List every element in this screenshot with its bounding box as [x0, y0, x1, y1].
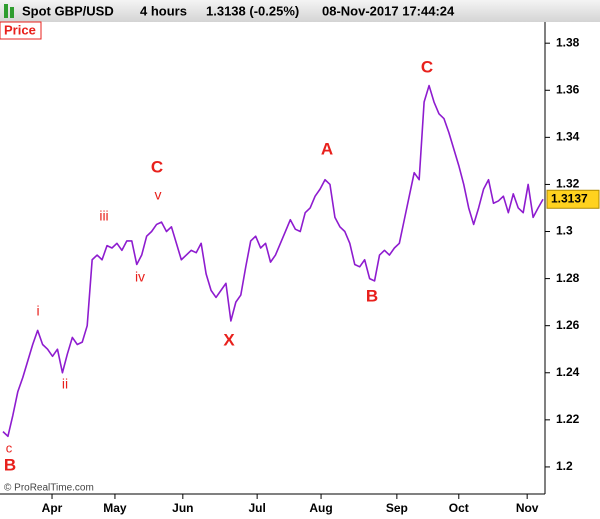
y-tick-label: 1.3	[556, 224, 573, 238]
y-tick-label: 1.34	[556, 130, 580, 144]
x-tick-label: Oct	[449, 501, 469, 515]
y-tick-label: 1.24	[556, 365, 580, 379]
x-tick-label: Aug	[309, 501, 332, 515]
wave-label: A	[321, 139, 333, 158]
timestamp: 08-Nov-2017 17:44:24	[322, 3, 455, 18]
wave-label: X	[223, 330, 235, 349]
y-tick-label: 1.38	[556, 35, 580, 49]
y-tick-label: 1.22	[556, 412, 580, 426]
timeframe: 4 hours	[140, 3, 187, 18]
wave-label: iv	[135, 269, 145, 285]
panel-label: Price	[4, 22, 36, 37]
y-tick-label: 1.2	[556, 459, 573, 473]
price-line	[2, 84, 544, 438]
panel-label-box	[0, 21, 42, 40]
quote: 1.3138 (-0.25%)	[206, 3, 299, 18]
icon	[10, 7, 14, 18]
x-tick-label: Jun	[172, 501, 193, 515]
last-price-box	[546, 189, 600, 209]
y-tick-label: 1.26	[556, 318, 580, 332]
y-tick-label: 1.28	[556, 271, 580, 285]
x-tick-label: Sep	[386, 501, 408, 515]
x-tick-label: Jul	[248, 501, 265, 515]
x-tick-label: Nov	[516, 501, 539, 515]
x-tick-label: Apr	[42, 501, 63, 515]
icon	[4, 4, 8, 18]
instrument: Spot GBP/USD	[22, 3, 114, 18]
wave-label: B	[4, 455, 16, 474]
wave-label: B	[366, 286, 378, 305]
wave-label: i	[36, 303, 39, 319]
y-tick-label: 1.36	[556, 82, 580, 96]
wave-label: ii	[62, 376, 68, 392]
header-bar	[0, 0, 600, 22]
wave-label: C	[421, 57, 433, 76]
wave-label: c	[6, 440, 13, 455]
wave-label: iii	[99, 208, 108, 224]
last-price: 1.3137	[551, 191, 588, 205]
wave-label: C	[151, 157, 163, 176]
wave-label: v	[155, 187, 162, 203]
x-tick-label: May	[103, 501, 127, 515]
footer: © ProRealTime.com	[4, 483, 94, 494]
y-tick-label: 1.32	[556, 177, 580, 191]
